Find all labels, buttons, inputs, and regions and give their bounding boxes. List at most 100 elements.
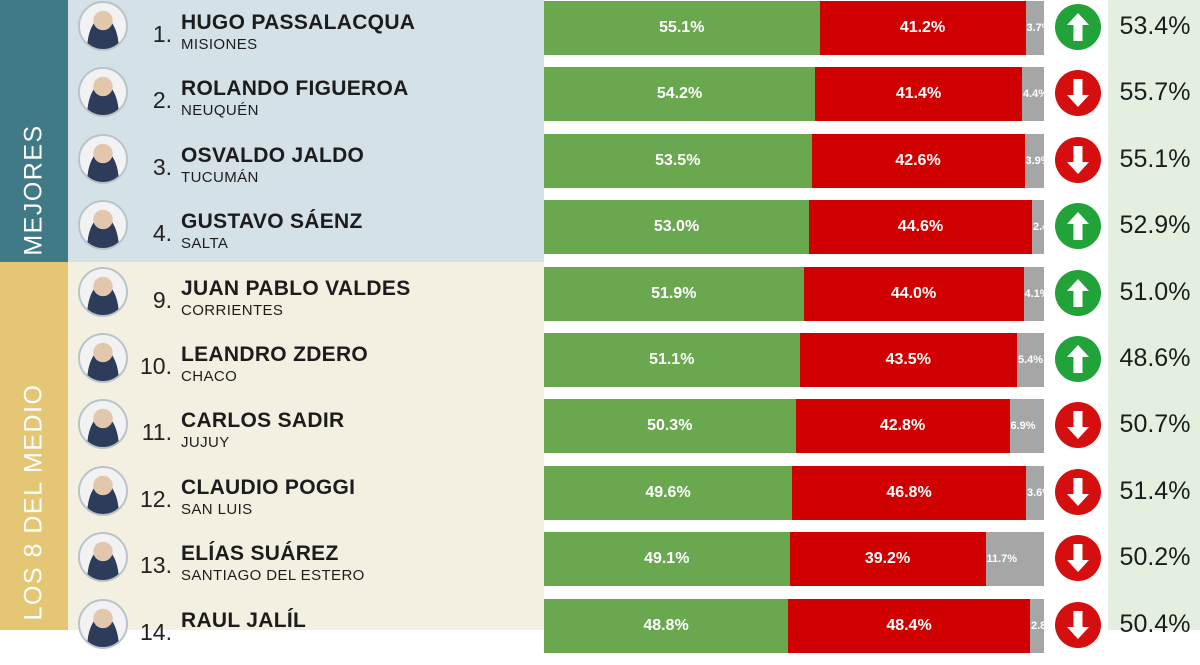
approval-bar: 48.8%48.4%2.8%	[544, 598, 1044, 653]
negative-segment: 43.5%	[799, 333, 1017, 387]
approval-bar: 50.3% 42.8% 6.9%	[544, 399, 1044, 454]
negative-segment: 44.6%	[809, 200, 1032, 255]
province-name: CORRIENTES	[181, 301, 284, 319]
nsnc-segment: 2.8%	[1030, 598, 1044, 653]
positive-segment: 51.9%	[544, 266, 804, 321]
trend-down-arrow-icon	[1054, 468, 1102, 516]
trend-up-arrow-icon	[1054, 335, 1102, 383]
nsnc-segment: 3.9%	[1024, 133, 1044, 188]
negative-segment: 39.2%	[789, 532, 986, 587]
ranking-row: 9. JUAN PABLO VALDES CORRIENTES 51.9% 44.0% 4…	[0, 266, 1200, 333]
province-name: TUCUMÁN	[181, 168, 259, 186]
nsnc-segment: 3.7%	[1025, 1, 1044, 55]
previous-value: 55.7%	[1119, 78, 1191, 107]
approval-bar: 51.1% 43.5% 5.4%	[544, 333, 1044, 387]
rank-number: 3.	[152, 153, 172, 180]
province-name: JUJUY	[181, 434, 230, 452]
governor-name: ELÍAS SUÁREZ	[181, 542, 339, 566]
rank-number: 10.	[140, 353, 172, 379]
ranking-row: 1. HUGO PASSALACQUA MISIONES 55.1%41.2%3.7%…	[0, 1, 1200, 67]
governor-photo	[78, 1, 128, 51]
governor-photo	[78, 598, 128, 649]
positive-segment: 48.8%	[544, 598, 788, 653]
negative-segment: 46.8%	[792, 465, 1026, 520]
governor-photo	[78, 333, 128, 383]
trend-down-arrow-icon	[1054, 601, 1102, 649]
trend-up-arrow-icon	[1054, 202, 1102, 250]
positive-segment: 54.2%	[544, 67, 815, 122]
negative-segment: 42.8%	[795, 399, 1010, 454]
trend-down-arrow-icon	[1054, 401, 1102, 449]
governor-photo	[78, 399, 128, 450]
nsnc-segment: 4.4%	[1022, 67, 1044, 122]
governor-name: ROLANDO FIGUEROA	[181, 77, 409, 101]
previous-value: 50.7%	[1119, 410, 1191, 439]
previous-value: 50.4%	[1119, 609, 1191, 638]
approval-bar: 54.2%41.4%4.4%	[544, 67, 1044, 122]
ranking-row: 14. RAUL JALÍL 48.8%48.4%2.8% 50.4%	[0, 598, 1200, 665]
province-name: SALTA	[181, 235, 229, 253]
governor-name: GUSTAVO SÁENZ	[181, 210, 363, 234]
province-name: NEUQUÉN	[181, 102, 259, 120]
negative-segment: 48.4%	[788, 598, 1030, 653]
positive-segment: 50.3%	[544, 399, 796, 454]
section-bar-best: MEJORES	[0, 0, 68, 262]
positive-segment: 53.5%	[544, 133, 812, 188]
governor-name: JUAN PABLO VALDES	[181, 276, 411, 300]
rank-number: 13.	[140, 552, 172, 579]
previous-value: 51.4%	[1119, 476, 1191, 505]
rank-number: 2.	[152, 87, 172, 114]
negative-segment: 41.2%	[819, 1, 1026, 55]
ranking-row: 2.ROLANDO FIGUEROANEUQUÉN54.2%41.4%4.4%5…	[0, 67, 1200, 133]
province-name: SANTIAGO DEL ESTERO	[181, 567, 365, 585]
trend-up-arrow-icon	[1054, 269, 1102, 317]
previous-values-band	[1108, 0, 1200, 630]
governor-name: RAUL JALÍL	[181, 608, 307, 632]
governor-photo	[78, 465, 128, 516]
approval-bar: 49.6%46.8%3.6%	[544, 465, 1044, 520]
previous-value: 55.1%	[1119, 144, 1191, 173]
nsnc-segment: 2.4%	[1032, 200, 1044, 255]
trend-down-arrow-icon	[1054, 69, 1102, 117]
approval-bar: 51.9%44.0%4.1%	[544, 266, 1044, 321]
trend-down-arrow-icon	[1054, 136, 1102, 184]
approval-bar: 53.5%42.6%3.9%	[544, 133, 1044, 188]
rank-number: 14.	[140, 618, 172, 645]
rank-number: 12.	[140, 485, 172, 512]
positive-segment: 51.1%	[544, 333, 800, 387]
rank-number: 4.	[152, 220, 172, 247]
positive-segment: 55.1%	[544, 1, 820, 55]
governor-name: CLAUDIO POGGI	[181, 475, 356, 499]
governor-photo	[78, 532, 128, 583]
rank-number: 1.	[152, 21, 172, 47]
names-band-middle	[68, 262, 544, 630]
names-band-best	[68, 0, 544, 262]
previous-value: 51.0%	[1119, 277, 1191, 306]
nsnc-segment: 3.6%	[1026, 465, 1044, 520]
rank-number: 11.	[141, 419, 172, 446]
ranking-row: 10. LEANDRO ZDERO CHACO 51.1% 43.5% 5.4% 48.6%	[0, 333, 1200, 399]
governor-name: HUGO PASSALACQUA	[181, 11, 416, 34]
positive-segment: 53.0%	[544, 200, 809, 255]
province-name: CHACO	[181, 368, 238, 385]
positive-segment: 49.6%	[544, 465, 792, 520]
negative-segment: 44.0%	[803, 266, 1024, 321]
governor-photo	[78, 200, 128, 251]
negative-segment: 41.4%	[815, 67, 1022, 122]
nsnc-segment: 11.7%	[985, 532, 1044, 587]
governor-name: LEANDRO ZDERO	[181, 343, 369, 366]
ranking-row: 11. CARLOS SADIR JUJUY 50.3% 42.8% 6.9% 50.7%	[0, 399, 1200, 465]
governor-photo	[78, 266, 128, 317]
governor-name: CARLOS SADIR	[181, 409, 345, 433]
previous-value: 53.4%	[1119, 12, 1191, 40]
section-bar-middle: LOS 8 DEL MEDIO	[0, 262, 68, 630]
approval-bar: 49.1% 39.2% 11.7%	[544, 532, 1044, 587]
nsnc-segment: 6.9%	[1009, 399, 1044, 454]
approval-bar: 55.1%41.2%3.7%	[544, 1, 1044, 55]
previous-value: 50.2%	[1119, 543, 1191, 572]
previous-value: 52.9%	[1119, 211, 1191, 240]
